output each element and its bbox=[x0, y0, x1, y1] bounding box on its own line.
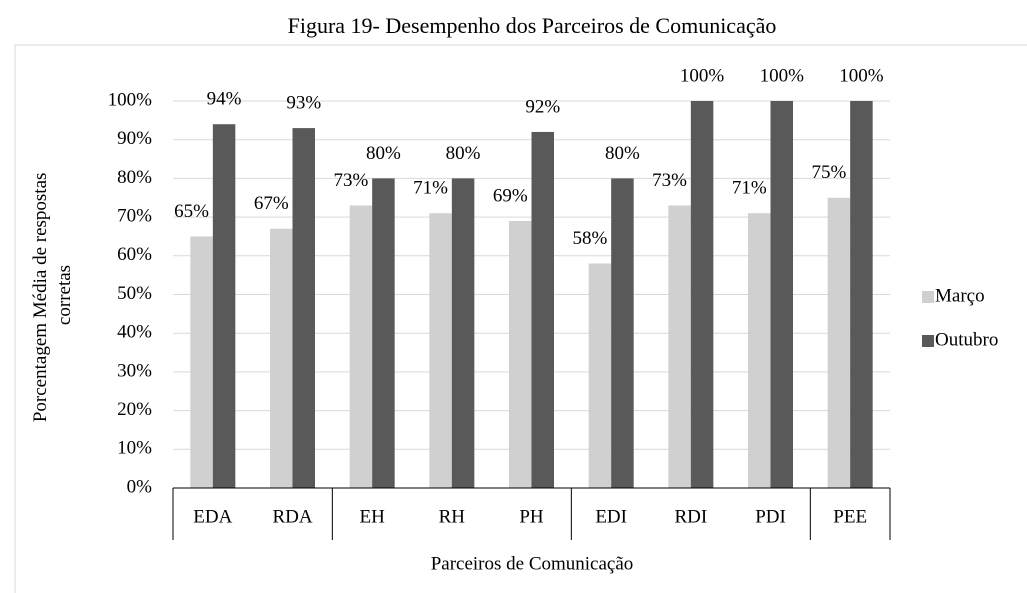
bar bbox=[668, 205, 691, 489]
title-bg bbox=[300, 14, 780, 44]
data-label: 92% bbox=[525, 96, 560, 117]
legend-swatch bbox=[922, 291, 934, 303]
bar bbox=[531, 131, 554, 488]
data-label: 73% bbox=[334, 170, 369, 191]
x-tick-label: EDI bbox=[595, 506, 627, 527]
y-tick-label: 0% bbox=[127, 476, 153, 497]
x-tick-label: EH bbox=[360, 506, 386, 527]
data-label: 100% bbox=[760, 65, 805, 86]
bar bbox=[748, 213, 771, 489]
data-label: 69% bbox=[493, 185, 528, 206]
data-label: 93% bbox=[286, 92, 321, 113]
x-tick-label: PDI bbox=[755, 506, 786, 527]
data-label: 100% bbox=[680, 65, 725, 86]
y-tick-label: 20% bbox=[117, 399, 152, 420]
y-axis-label-line: corretas bbox=[54, 265, 75, 325]
data-label: 75% bbox=[812, 162, 847, 183]
legend-label: Março bbox=[935, 285, 985, 306]
chart-title: Figura 19- Desempenho dos Parceiros de C… bbox=[288, 13, 777, 38]
bar bbox=[770, 101, 793, 488]
data-label: 80% bbox=[605, 143, 640, 164]
x-tick-label: PH bbox=[519, 506, 544, 527]
x-axis-label: Parceiros de Comunicação bbox=[431, 553, 634, 574]
data-label: 71% bbox=[732, 178, 767, 199]
y-tick-label: 70% bbox=[117, 205, 152, 226]
y-tick-label: 40% bbox=[117, 322, 152, 343]
bar bbox=[212, 124, 236, 488]
bar bbox=[451, 178, 475, 488]
bar bbox=[509, 220, 532, 488]
y-tick-label: 80% bbox=[117, 167, 152, 188]
data-label: 73% bbox=[652, 170, 687, 191]
y-axis-label-line: Porcentagem Média de respostas bbox=[30, 173, 51, 423]
frame bbox=[14, 44, 1027, 593]
bar bbox=[588, 263, 612, 488]
x-tick-label: PEE bbox=[833, 506, 867, 527]
data-label: 71% bbox=[413, 178, 448, 199]
data-label: 80% bbox=[446, 143, 481, 164]
y-tick-label: 30% bbox=[117, 360, 152, 381]
data-label: 58% bbox=[573, 228, 608, 249]
bar bbox=[270, 228, 293, 488]
y-tick-label: 90% bbox=[117, 128, 152, 149]
y-tick-label: 100% bbox=[108, 89, 153, 110]
y-tick-label: 60% bbox=[117, 244, 152, 265]
bar bbox=[850, 101, 873, 488]
legend-swatch bbox=[922, 335, 934, 347]
bar bbox=[827, 197, 851, 488]
bar bbox=[611, 178, 634, 488]
bar bbox=[429, 213, 452, 489]
x-tick-label: RDA bbox=[272, 506, 312, 527]
bar bbox=[190, 236, 213, 488]
bar bbox=[372, 178, 395, 488]
x-tick-label: RH bbox=[439, 506, 466, 527]
bar bbox=[690, 101, 714, 488]
y-tick-label: 10% bbox=[117, 438, 152, 459]
x-tick-label: RDI bbox=[674, 506, 707, 527]
data-label: 67% bbox=[254, 193, 289, 214]
data-label: 100% bbox=[839, 65, 884, 86]
data-label: 65% bbox=[174, 201, 209, 222]
legend-label: Outubro bbox=[935, 329, 998, 350]
y-tick-label: 50% bbox=[117, 283, 152, 304]
data-label: 94% bbox=[207, 89, 242, 110]
bar bbox=[292, 128, 315, 488]
x-tick-label: EDA bbox=[193, 506, 232, 527]
bar bbox=[349, 205, 373, 489]
y-axis-label: Porcentagem Média de respostas corretas bbox=[30, 168, 75, 422]
data-label: 80% bbox=[366, 143, 401, 164]
